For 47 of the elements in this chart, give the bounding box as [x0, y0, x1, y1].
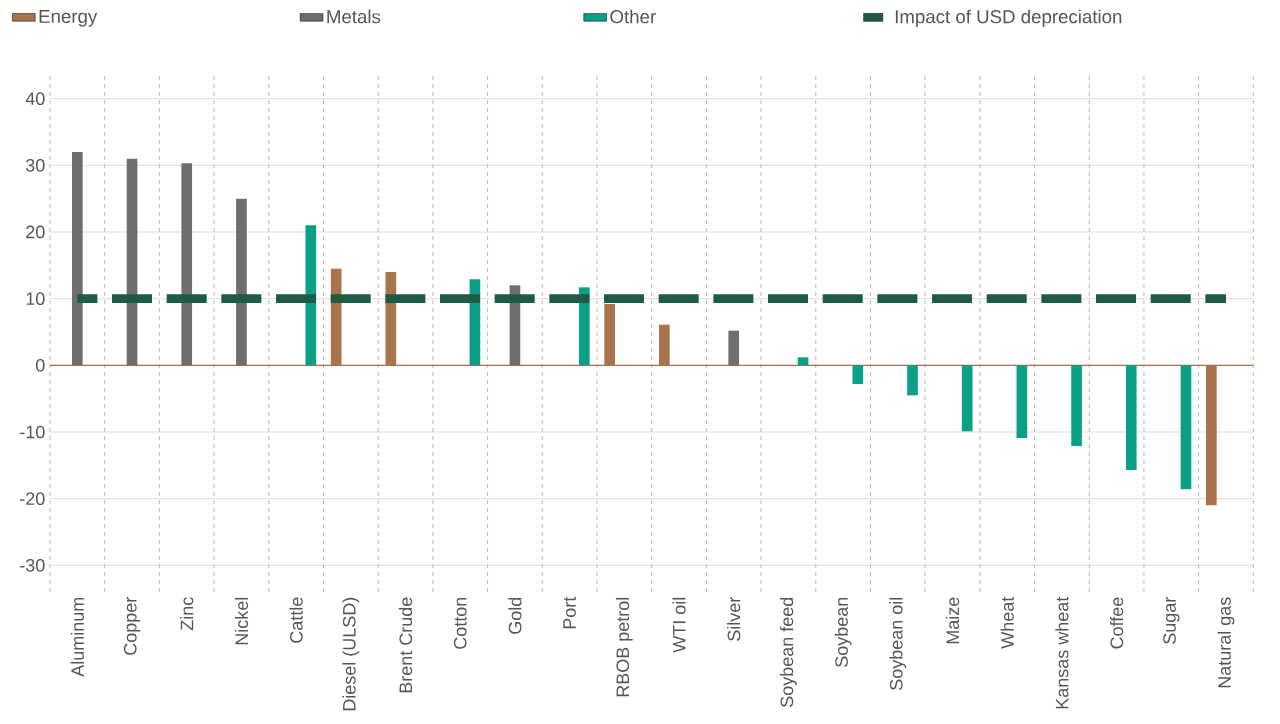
bar [1125, 365, 1137, 470]
y-tick-label: 30 [25, 158, 45, 172]
x-tick-label: Brent Crude [398, 597, 413, 693]
bar [236, 198, 247, 366]
x-tick-label: Silver [727, 597, 741, 641]
y-tick-label: -10 [20, 425, 45, 439]
bar [907, 365, 918, 396]
bar [181, 163, 193, 366]
legend-label: Other [610, 9, 656, 24]
bar [1016, 365, 1028, 438]
y-tick-label: -20 [20, 492, 45, 506]
y-tick-label: 0 [35, 358, 45, 372]
x-tick-label: Gold [508, 597, 522, 634]
y-tick-label: 40 [25, 92, 45, 106]
x-tick-label: Sugar [1163, 597, 1180, 644]
x-tick-label: Cotton [453, 597, 467, 649]
x-tick-label: Kansas wheat [1055, 596, 1069, 709]
y-tick-label: 20 [26, 225, 45, 239]
y-tick-label: 10 [26, 292, 45, 306]
x-tick-label: WTI oil [672, 597, 686, 653]
bar [728, 330, 740, 366]
x-tick-label: Soybean feed [780, 597, 797, 707]
bar [961, 365, 973, 432]
x-tick-label: Soybean oil [889, 597, 907, 690]
x-tick-label: Cattle [289, 597, 303, 643]
x-tick-label: Nickel [234, 597, 249, 645]
legend-label: Impact of USD depreciation [895, 9, 1122, 28]
legend-label: Metals [327, 9, 381, 24]
x-tick-label: Wheat [1000, 596, 1014, 649]
x-tick-label: Aluminum [70, 597, 84, 677]
x-tick-label: Maize [945, 597, 960, 644]
bar [1180, 365, 1192, 490]
bar [1071, 365, 1082, 446]
bar [72, 152, 83, 366]
x-tick-label: Natural gas [1217, 597, 1235, 688]
bar [797, 357, 809, 366]
x-tick-label: Zinc [180, 597, 194, 631]
x-tick-label: Copper [123, 597, 141, 655]
x-tick-label: Port [563, 596, 576, 629]
y-tick-label: -30 [20, 558, 45, 572]
x-tick-label: Coffee [1110, 597, 1124, 649]
x-tick-label: Diesel (ULSD) [342, 597, 360, 711]
x-tick-label: RBOB petrol [615, 597, 633, 697]
bar [305, 225, 317, 366]
bar [852, 365, 864, 384]
legend-label: Energy [39, 9, 98, 27]
x-tick-label: Soybean [834, 597, 852, 667]
